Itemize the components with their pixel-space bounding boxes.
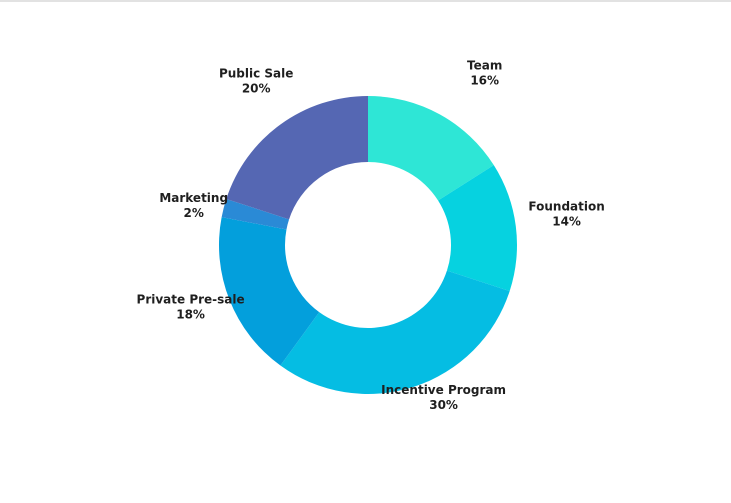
slice-label: Public Sale — [219, 66, 293, 80]
slice-value-label: 30% — [429, 398, 458, 412]
slice-value-label: 14% — [552, 214, 581, 228]
slice-label: Incentive Program — [381, 383, 506, 397]
slice-incentive-program — [280, 270, 510, 395]
slice-value-label: 2% — [184, 206, 204, 220]
slice-team — [368, 96, 494, 201]
donut-slices — [219, 96, 517, 395]
slice-label: Marketing — [159, 191, 228, 205]
slice-private-pre-sale — [219, 217, 320, 366]
slice-label: Team — [467, 58, 502, 72]
slice-value-label: 20% — [242, 81, 271, 95]
slice-public-sale — [226, 96, 368, 220]
slice-value-label: 16% — [470, 73, 499, 87]
slice-marketing — [221, 198, 290, 230]
slice-foundation — [438, 165, 517, 292]
slice-value-label: 18% — [176, 307, 205, 321]
slice-label: Private Pre-sale — [137, 292, 245, 306]
slice-label: Foundation — [528, 199, 604, 213]
